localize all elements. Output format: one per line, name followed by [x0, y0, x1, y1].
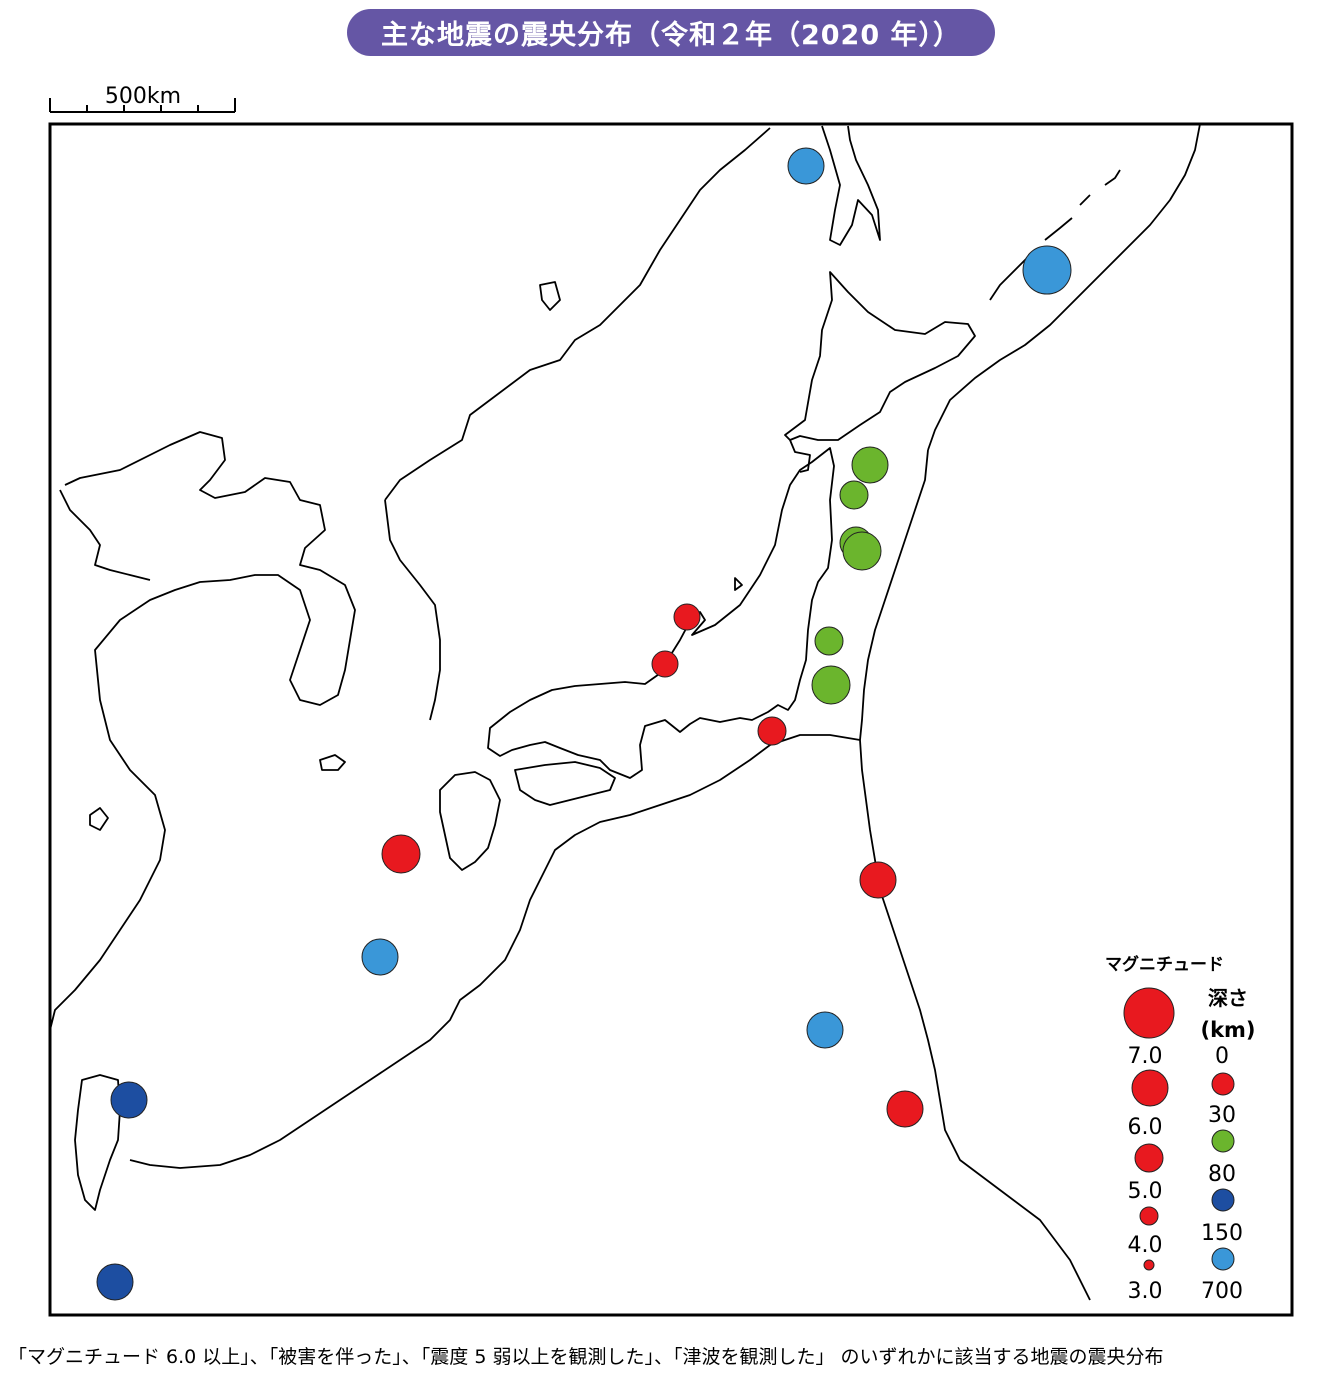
scale-bar	[49, 98, 236, 113]
epicenter-izu	[757, 716, 787, 746]
legend-depth-title: 深さ	[1208, 986, 1248, 1010]
epicenter-ibaraki-2	[811, 665, 851, 705]
legend-depth-circle-shallow	[1211, 1072, 1235, 1096]
epicenter-kuril	[1022, 245, 1072, 295]
legend-depth-circle-mid	[1211, 1129, 1235, 1153]
epicenters	[96, 147, 1072, 1301]
epicenter-bonin-2	[886, 1090, 924, 1128]
legend-depth-circle-deep	[1211, 1188, 1235, 1212]
epicenter-noto	[673, 603, 701, 631]
epicenter-tohoku-1	[851, 446, 889, 484]
legend-depth-0: 0	[1215, 1044, 1229, 1069]
epicenter-ibaraki-1	[814, 626, 844, 656]
coastlines	[49, 123, 1201, 1301]
map-title: 主な地震の震央分布（令和２年（2020 年））	[347, 9, 995, 56]
legend-mag-4: 4.0	[1128, 1233, 1163, 1258]
epicenter-sakhalin	[787, 147, 825, 185]
epicenter-tohoku-4	[842, 531, 882, 571]
legend-mag-5: 5.0	[1128, 1179, 1163, 1204]
legend-mag-3: 3.0	[1128, 1279, 1163, 1304]
epicenter-ryukyu	[361, 938, 399, 976]
legend-magnitude-circles	[1123, 987, 1175, 1271]
legend-depth-150: 150	[1201, 1221, 1243, 1246]
epicenter-gifu	[651, 650, 679, 678]
map-caption: 「マグニチュード 6.0 以上」、「被害を伴った」、「震度 5 弱以上を観測した…	[8, 1346, 1164, 1368]
epicenter-kyushu-west	[381, 834, 421, 874]
epicenter-izu-islands	[859, 861, 897, 899]
epicenter-bonin-1	[806, 1011, 844, 1049]
scale-bar-label: 500km	[105, 84, 181, 109]
legend-depth-80: 80	[1208, 1162, 1236, 1187]
legend-depth-30: 30	[1208, 1103, 1236, 1128]
legend-depth-circle-very-deep	[1211, 1247, 1235, 1271]
map-frame	[48, 122, 1294, 1317]
legend-mag-6: 6.0	[1128, 1115, 1163, 1140]
epicenter-south-taiwan	[96, 1263, 134, 1301]
legend-magnitude-title: マグニチュード	[1105, 954, 1224, 975]
epicenter-taiwan	[110, 1081, 148, 1119]
legend-depth-700: 700	[1201, 1279, 1243, 1304]
legend-depth-unit: (km)	[1200, 1018, 1255, 1042]
epicenter-tohoku-2	[839, 480, 869, 510]
legend-mag-7: 7.0	[1128, 1044, 1163, 1069]
legend: マグニチュード 7.0 6.0 5.0 4.0 3.0 深さ (km) 0 30…	[1105, 954, 1256, 1304]
